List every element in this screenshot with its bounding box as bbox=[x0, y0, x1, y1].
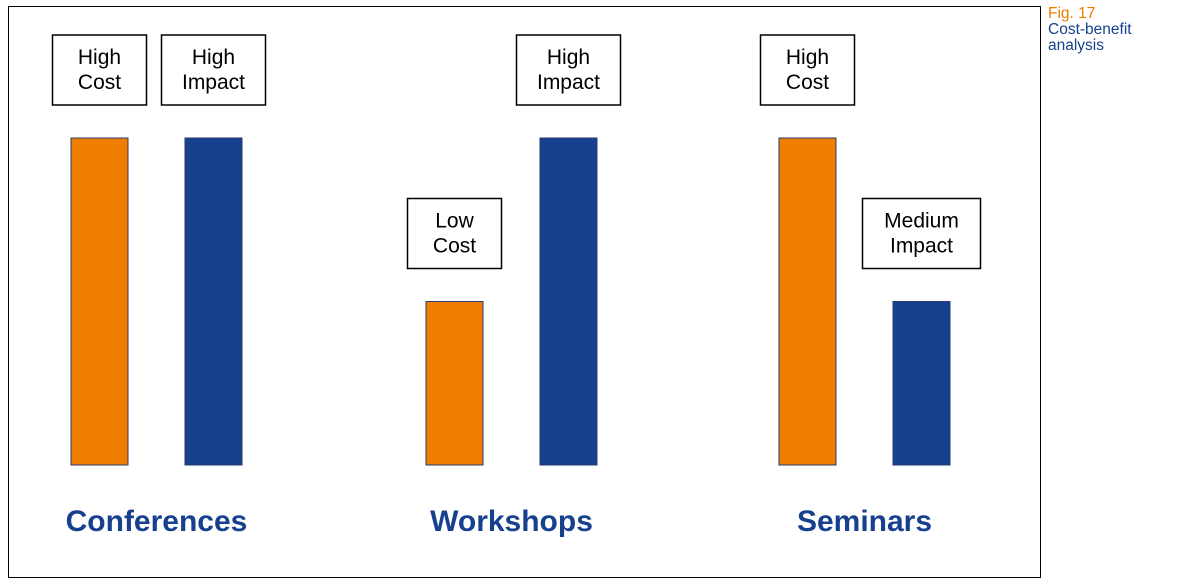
bar-impact-seminars bbox=[892, 301, 951, 466]
figure-caption-line-2: analysis bbox=[1048, 37, 1104, 54]
data-label-box bbox=[861, 197, 982, 270]
data-label-text: Cost bbox=[786, 71, 829, 94]
data-label-box bbox=[160, 34, 267, 106]
category-label-seminars: Seminars bbox=[797, 505, 932, 538]
data-label-box bbox=[51, 34, 148, 106]
data-label-text: Impact bbox=[890, 235, 953, 258]
chart-frame bbox=[8, 6, 1041, 578]
data-label-text: Low bbox=[435, 210, 474, 233]
bar-cost-conferences bbox=[70, 137, 129, 466]
category-label-workshops: Workshops bbox=[430, 505, 593, 538]
bar-impact-workshops bbox=[539, 137, 598, 466]
data-label-text: High bbox=[78, 46, 121, 69]
data-label-text: Medium bbox=[884, 210, 959, 233]
data-label-text: High bbox=[192, 46, 235, 69]
data-label-text: Impact bbox=[537, 71, 600, 94]
category-label-conferences: Conferences bbox=[66, 505, 248, 538]
data-label-text: Cost bbox=[433, 235, 476, 258]
data-label-text: High bbox=[786, 46, 829, 69]
data-label-text: High bbox=[547, 46, 590, 69]
data-label-text: Impact bbox=[182, 71, 245, 94]
bar-cost-seminars bbox=[778, 137, 837, 466]
figure-number: Fig. 17 bbox=[1048, 5, 1096, 22]
data-label-text: Cost bbox=[78, 71, 121, 94]
data-label-box bbox=[515, 34, 622, 106]
cost-benefit-chart: HighCostHighImpactConferencesLowCostHigh… bbox=[51, 34, 982, 538]
data-label-box bbox=[759, 34, 856, 106]
figure-caption: Fig. 17 Cost-benefit analysis bbox=[1048, 6, 1132, 54]
data-label-box bbox=[406, 197, 503, 270]
bar-impact-conferences bbox=[184, 137, 243, 466]
bar-cost-workshops bbox=[425, 301, 484, 466]
figure-caption-line-1: Cost-benefit bbox=[1048, 21, 1132, 38]
